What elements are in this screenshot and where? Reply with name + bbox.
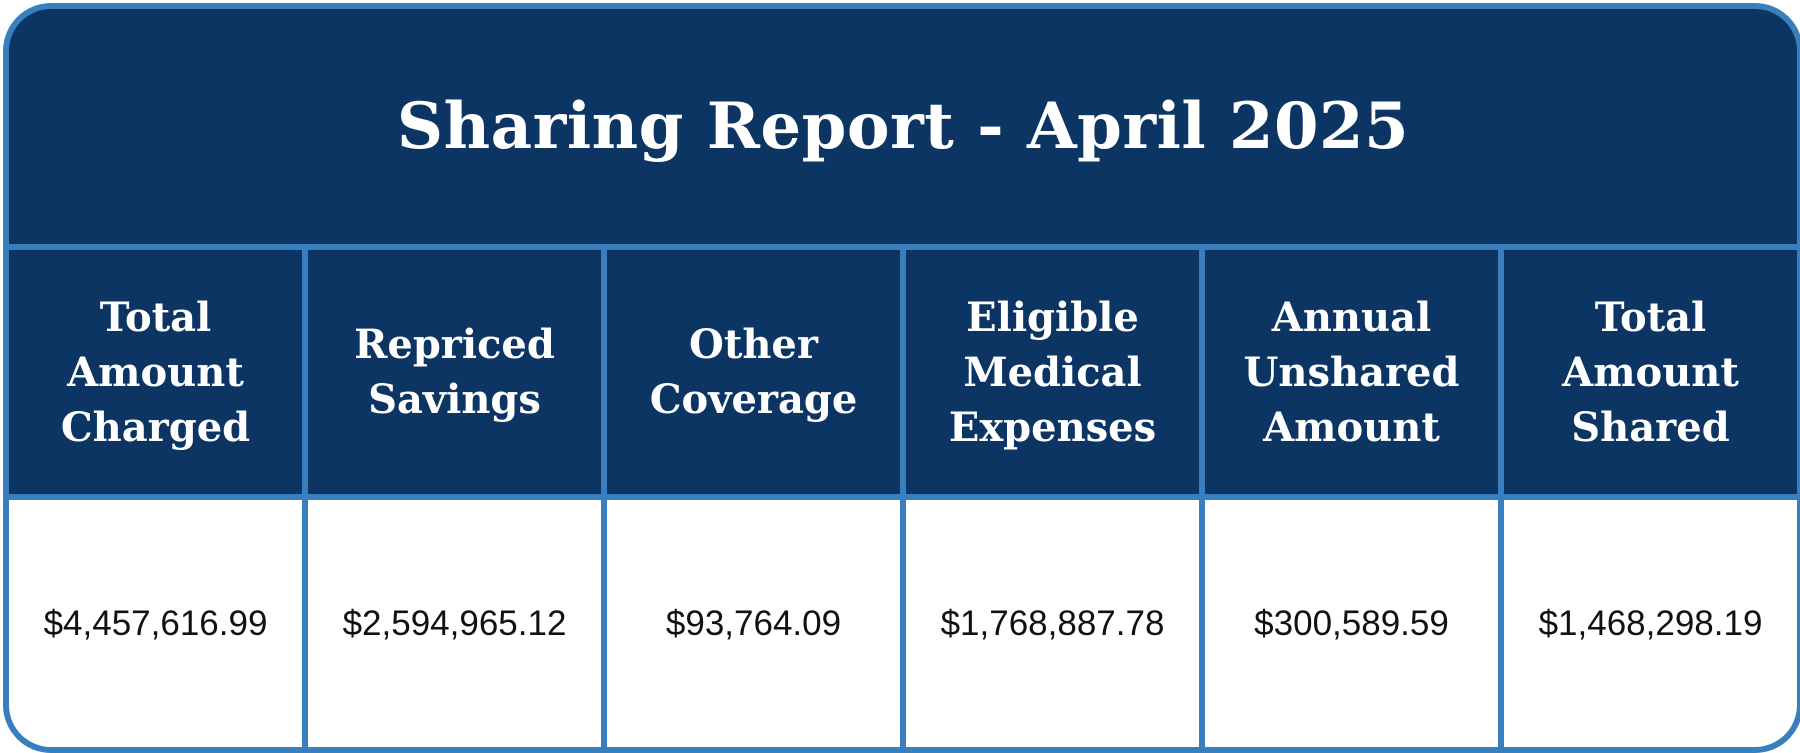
report-title: Sharing Report - April 2025 [396,89,1410,164]
value-cell-eligible-medical-expenses: $1,768,887.78 [906,500,1199,747]
value-cell-total-amount-shared: $1,468,298.19 [1504,500,1797,747]
header-cell-annual-unshared-amount: Annual Unshared Amount [1205,250,1498,494]
header-label: Total Amount Charged [60,293,251,451]
value-text: $2,594,965.12 [342,603,567,643]
value-cell-total-amount-charged: $4,457,616.99 [9,500,302,747]
header-cell-repriced-savings: Repriced Savings [308,250,601,494]
value-text: $300,589.59 [1254,603,1449,643]
value-cell-annual-unshared-amount: $300,589.59 [1205,500,1498,747]
value-text: $1,768,887.78 [940,603,1165,643]
value-cell-other-coverage: $93,764.09 [607,500,900,747]
sharing-report-table: Sharing Report - April 2025 Total Amount… [3,3,1800,753]
report-title-bar: Sharing Report - April 2025 [9,9,1797,244]
value-cell-repriced-savings: $2,594,965.12 [308,500,601,747]
header-cell-total-amount-charged: Total Amount Charged [9,250,302,494]
header-cell-eligible-medical-expenses: Eligible Medical Expenses [906,250,1199,494]
header-cell-total-amount-shared: Total Amount Shared [1504,250,1797,494]
value-text: $93,764.09 [665,603,842,643]
header-label: Repriced Savings [354,321,555,423]
header-cell-other-coverage: Other Coverage [607,250,900,494]
header-label: Total Amount Shared [1562,293,1739,451]
value-text: $4,457,616.99 [43,603,268,643]
report-grid: Total Amount Charged Repriced Savings Ot… [9,250,1797,747]
header-label: Other Coverage [649,321,858,423]
header-label: Eligible Medical Expenses [948,293,1157,451]
value-text: $1,468,298.19 [1538,603,1763,643]
header-label: Annual Unshared Amount [1243,293,1460,451]
